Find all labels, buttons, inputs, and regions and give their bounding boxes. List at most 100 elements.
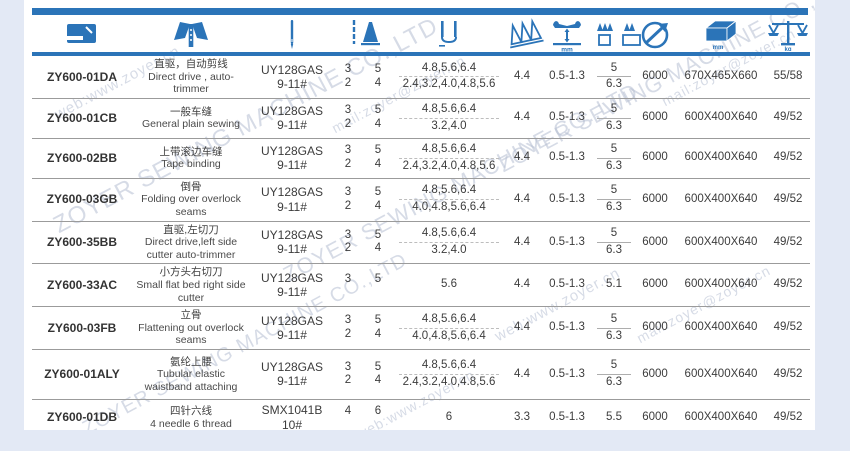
- threads-bottom: 4: [374, 118, 382, 131]
- lift-top: 5: [610, 184, 618, 197]
- weight-cell: 49/52: [766, 178, 810, 222]
- description-en: Small flat bed right side cutter: [136, 278, 246, 304]
- max-speed-icon: [634, 17, 676, 51]
- needle-model: UY128GAS: [260, 228, 324, 243]
- needles-top: 3: [344, 144, 352, 157]
- gauge-bottom: 2.4,3.2,4.0,4.8,5.6: [402, 78, 496, 91]
- presser-lift-cell: 5 6.3: [594, 53, 634, 99]
- description-en: General plain sewing: [141, 118, 241, 131]
- presser-lift-cell: 5 6.3: [594, 178, 634, 222]
- description-cn: 小方头右切刀: [159, 266, 223, 279]
- lift-top: 5.1: [606, 278, 622, 291]
- table-row: ZY600-01DA 直驱，自动剪线 Direct drive , auto-t…: [32, 53, 810, 99]
- fraction-divider: [399, 199, 499, 201]
- description-cell: 直驱,左切刀 Direct drive,left side cutter aut…: [132, 221, 250, 265]
- needle-gauge-icon: [394, 18, 504, 50]
- svg-text:mm: mm: [713, 45, 724, 51]
- needle-gauge-cell: 5.6: [394, 263, 504, 308]
- needle-gauge-cell: 4.8,5.6,6.4 4.0,4.8,5.6,6.4: [394, 178, 504, 222]
- seam-type-icon: [594, 18, 641, 50]
- stitch-length-cell: 0.5-1.3: [540, 263, 594, 308]
- needles-count-cell: 3 2: [334, 221, 362, 265]
- packing-size-cell: 600X400X640: [676, 306, 766, 350]
- packing-size-cell: 600X400X640: [676, 221, 766, 265]
- model-cell: ZY600-01DA: [32, 53, 132, 99]
- needles-bottom: 2: [344, 118, 352, 131]
- table-row: ZY600-01CB 一般车缝 General plain sewing UY1…: [32, 98, 810, 139]
- needle-model: UY128GAS: [260, 270, 324, 285]
- needle-size: 9-11#: [277, 158, 307, 173]
- weight-cell: 49/52: [766, 98, 810, 139]
- presser-lift-cell: 5 6.3: [594, 306, 634, 350]
- gauge-top: 6: [445, 410, 453, 423]
- needle-model: UY128GAS: [260, 103, 324, 118]
- description-cell: 四针六线 4 needle 6 thread: [132, 399, 250, 430]
- needle-cell: UY128GAS 9-11#: [250, 221, 334, 265]
- spec-table: mm: [32, 16, 810, 430]
- packing-size-cell: 600X400X640: [676, 178, 766, 222]
- gauge-bottom: 2.4,3.2,4.0,4.8,5.6: [402, 159, 496, 172]
- presser-lift-cell: 5.1: [594, 263, 634, 308]
- stitch-length-cell: 0.5-1.3: [540, 53, 594, 99]
- threads-count-cell: 5: [362, 263, 394, 308]
- gauge-bottom: 3.2,4.0: [431, 119, 467, 132]
- lift-top: 5: [610, 61, 618, 74]
- lift-top: 5: [610, 359, 618, 372]
- stitch-width-cell: 4.4: [504, 263, 540, 308]
- description-en: 4 needle 6 thread: [150, 417, 232, 430]
- threads-top: 5: [374, 314, 382, 327]
- needles-count-cell: 3 2: [334, 98, 362, 139]
- needle-size: 9-11#: [277, 199, 307, 214]
- needles-top: 3: [344, 272, 352, 285]
- fraction-divider: [399, 327, 499, 329]
- needles-bottom: 2: [344, 199, 352, 212]
- stitch-length-cell: 0.5-1.3: [540, 138, 594, 179]
- gauge-top: 4.8,5.6,6.4: [421, 227, 477, 240]
- needle-model: UY128GAS: [260, 185, 324, 200]
- presser-lift-cell: 5 6.3: [594, 221, 634, 265]
- needle-gauge-cell: 4.8,5.6,6.4 2.4,3.2,4.0,4.8,5.6: [394, 53, 504, 99]
- packing-size-icon: mm: [676, 17, 766, 51]
- needles-count-cell: 3 2: [334, 306, 362, 350]
- description-cell: 倒骨 Folding over overlock seams: [132, 178, 250, 222]
- needles-count-cell: 3 2: [334, 53, 362, 99]
- needle-cell: SMX1041B 10#: [250, 399, 334, 430]
- threads-top: 5: [374, 228, 382, 241]
- description-en: Direct drive,left side cutter auto-trimm…: [144, 236, 238, 261]
- catalog-sheet: ZOYER SEWING MACHINE CO.,LTD web:www.zoy…: [24, 0, 815, 430]
- description-cn: 立骨: [180, 309, 202, 322]
- table-row: ZY600-02BB 上带滚边车缝 Tape binding UY128GAS …: [32, 138, 810, 179]
- weight-cell: 49/52: [766, 349, 810, 400]
- gauge-top: 4.8,5.6,6.4: [421, 61, 477, 74]
- max-speed-cell: 6000: [634, 349, 676, 400]
- weight-cell: 49/52: [766, 399, 810, 430]
- description-cn: 四针六线: [170, 405, 212, 418]
- threads-top: 5: [374, 360, 382, 373]
- gauge-top: 5.6: [441, 278, 457, 291]
- threads-top: 5: [374, 185, 382, 198]
- needles-count-cell: 3 2: [334, 349, 362, 400]
- spec-table-header: mm: [32, 16, 810, 56]
- stitch-width-cell: 4.4: [504, 178, 540, 222]
- model-cell: ZY600-03FB: [32, 306, 132, 350]
- needles-top: 3: [344, 185, 352, 198]
- description-cell: 氨纶上腰 Tubular elastic waistband attaching: [132, 349, 250, 400]
- weight-cell: 49/52: [766, 138, 810, 179]
- max-speed-cell: 6000: [634, 53, 676, 99]
- fraction-divider: [596, 117, 632, 119]
- lift-top: 5: [610, 312, 618, 325]
- needles-count-cell: 3 2: [334, 178, 362, 222]
- table-row: ZY600-35BB 直驱,左切刀 Direct drive,left side…: [32, 221, 810, 265]
- stitch-length-cell: 0.5-1.3: [540, 399, 594, 430]
- fraction-divider: [399, 117, 499, 119]
- description-cn: 直驱,左切刀: [163, 223, 219, 236]
- stitch-length-cell: 0.5-1.3: [540, 178, 594, 222]
- max-speed-cell: 6000: [634, 263, 676, 308]
- needle-cell: UY128GAS 9-11#: [250, 178, 334, 222]
- lift-top: 5.5: [606, 410, 622, 423]
- needle-model: UY128GAS: [260, 313, 324, 328]
- threads-bottom: 4: [374, 328, 382, 341]
- threads-count-cell: 5 4: [362, 221, 394, 265]
- needle-size: 9-11#: [277, 374, 307, 389]
- threads-count-cell: 5 4: [362, 349, 394, 400]
